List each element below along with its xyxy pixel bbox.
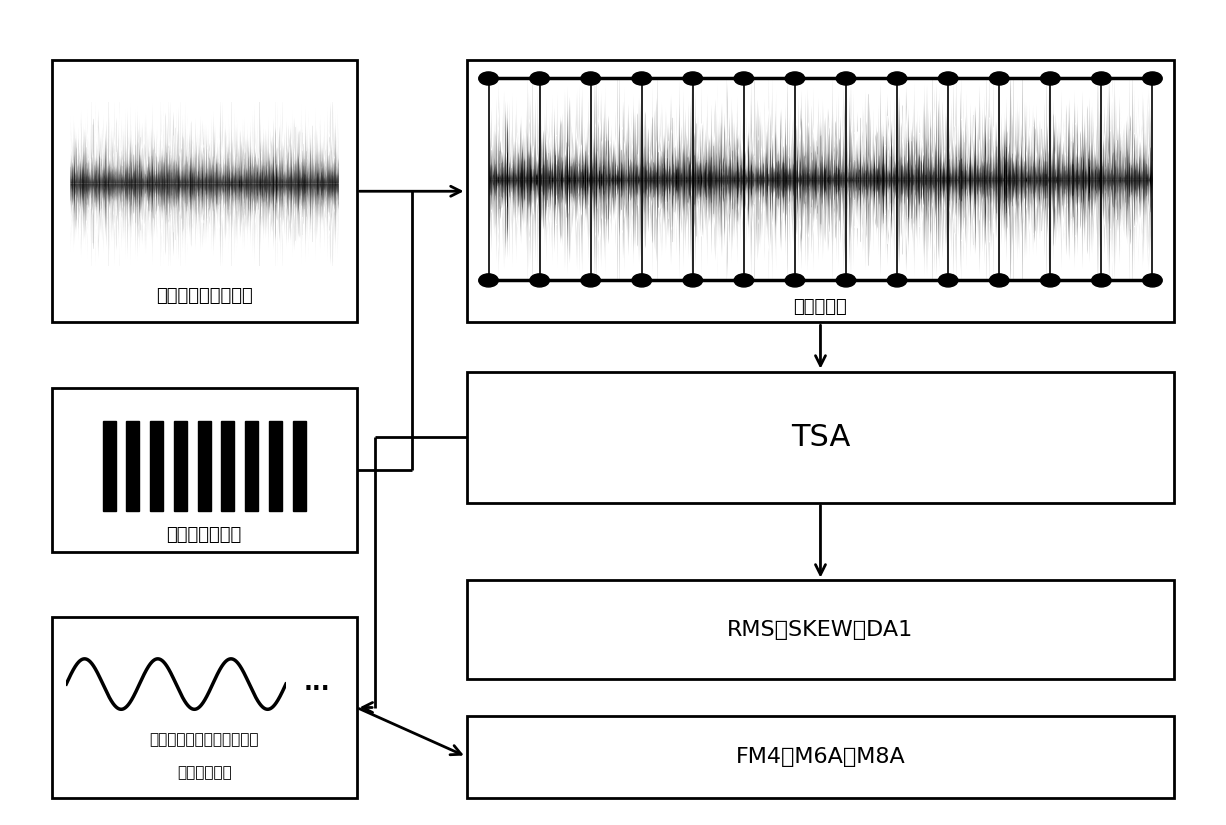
Text: TSA: TSA <box>791 422 850 451</box>
Circle shape <box>581 72 601 85</box>
Bar <box>126 421 140 511</box>
Bar <box>245 421 259 511</box>
Circle shape <box>888 72 907 85</box>
Bar <box>467 60 1175 323</box>
Text: FM4、M6A、M8A: FM4、M6A、M8A <box>736 747 905 766</box>
Bar <box>293 421 305 511</box>
Text: RMS、SKEW、DA1: RMS、SKEW、DA1 <box>727 620 913 639</box>
Circle shape <box>734 274 754 287</box>
Circle shape <box>530 72 549 85</box>
Circle shape <box>478 274 498 287</box>
Text: ...: ... <box>304 672 330 695</box>
Bar <box>150 421 163 511</box>
Circle shape <box>581 274 601 287</box>
Circle shape <box>683 274 702 287</box>
Circle shape <box>631 72 651 85</box>
Bar <box>51 60 357 323</box>
Bar <box>467 581 1175 679</box>
Bar <box>51 617 357 798</box>
Bar <box>467 716 1175 798</box>
Circle shape <box>683 72 702 85</box>
Circle shape <box>530 274 549 287</box>
Bar <box>103 421 115 511</box>
Point <box>402 185 422 198</box>
Circle shape <box>938 72 958 85</box>
Circle shape <box>938 274 958 287</box>
Text: 划分数据块: 划分数据块 <box>793 298 847 316</box>
Circle shape <box>478 72 498 85</box>
Text: 的一阶边频带: 的一阶边频带 <box>177 765 232 780</box>
Bar <box>174 421 186 511</box>
Text: 对应的转速信号: 对应的转速信号 <box>167 526 242 544</box>
Circle shape <box>836 72 856 85</box>
Circle shape <box>631 274 651 287</box>
Circle shape <box>1091 274 1111 287</box>
Circle shape <box>888 274 907 287</box>
Circle shape <box>1143 72 1162 85</box>
Bar <box>222 421 234 511</box>
Circle shape <box>836 274 856 287</box>
Circle shape <box>1091 72 1111 85</box>
Text: 原始采集的振动信号: 原始采集的振动信号 <box>156 287 253 305</box>
Bar <box>467 371 1175 502</box>
Circle shape <box>989 274 1009 287</box>
Bar <box>51 388 357 552</box>
Circle shape <box>734 72 754 85</box>
Circle shape <box>1041 72 1060 85</box>
Circle shape <box>785 274 804 287</box>
Bar <box>197 421 211 511</box>
Circle shape <box>1041 274 1060 287</box>
Text: 滤掉噜合频率及其谐波分量: 滤掉噜合频率及其谐波分量 <box>150 733 259 747</box>
Circle shape <box>785 72 804 85</box>
Circle shape <box>989 72 1009 85</box>
Bar <box>268 421 282 511</box>
Circle shape <box>1143 274 1162 287</box>
